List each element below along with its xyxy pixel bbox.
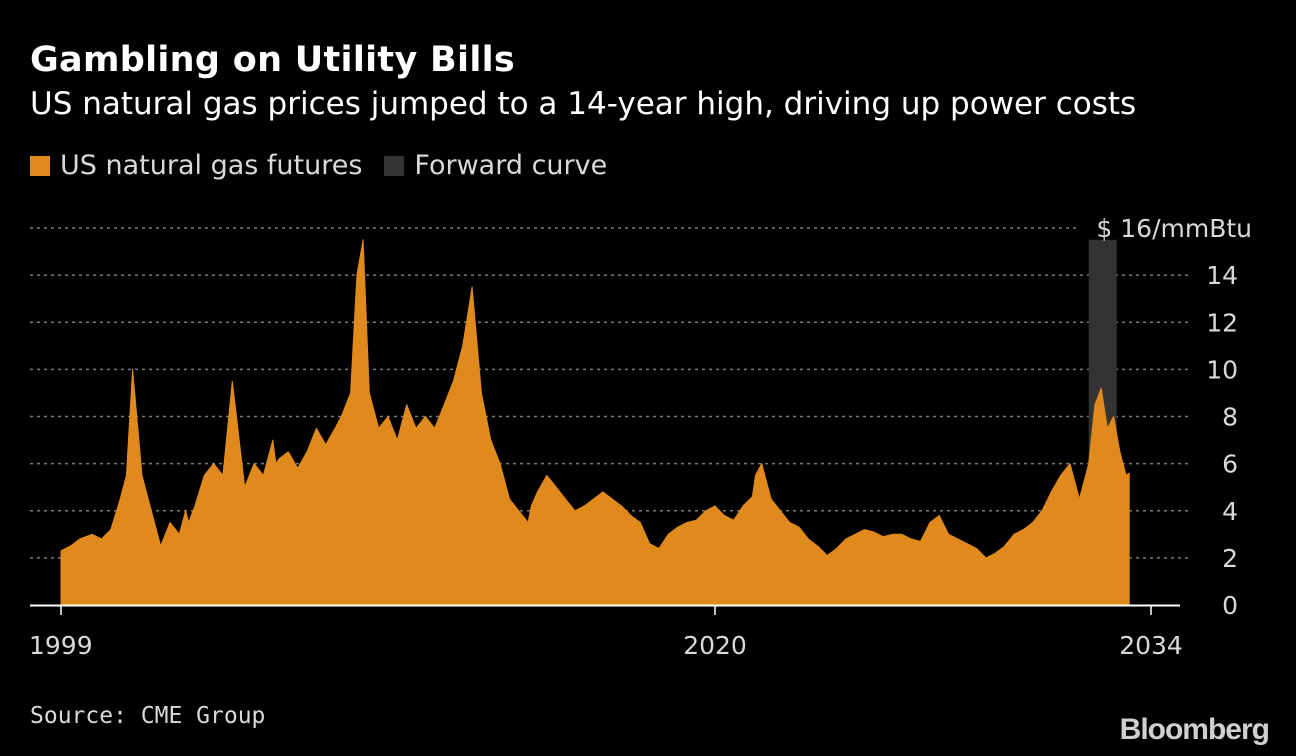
gridlines [30, 227, 1188, 559]
legend-label-futures: US natural gas futures [60, 150, 363, 181]
legend: US natural gas futures Forward curve [30, 150, 629, 181]
y-tick-label-4: 4 [1222, 497, 1238, 526]
y-tick-label-14: 14 [1206, 261, 1238, 290]
legend-item-forward: Forward curve [384, 150, 607, 181]
x-tick-label-2034: 2034 [1119, 631, 1183, 660]
y-tick-label-0: 0 [1222, 591, 1238, 620]
chart-subtitle: US natural gas prices jumped to a 14-yea… [30, 86, 1137, 122]
chart-title: Gambling on Utility Bills [30, 40, 516, 80]
x-tick-label-2020: 2020 [683, 631, 747, 660]
y-tick-label-2: 2 [1222, 544, 1238, 573]
y-tick-label-10: 10 [1206, 355, 1238, 384]
y-tick-label-12: 12 [1206, 308, 1238, 337]
legend-swatch-forward [384, 155, 405, 176]
legend-item-futures: US natural gas futures [30, 150, 362, 181]
axes: 0 2 4 6 8 10 12 14 $ 16/mmBtu 1999 2020 2034 [29, 214, 1252, 660]
futures-area-layer [60, 239, 1130, 606]
bloomberg-logo: Bloomberg [1119, 713, 1270, 746]
futures-area [60, 239, 1130, 606]
y-tick-label-6: 6 [1222, 450, 1238, 479]
legend-label-forward: Forward curve [414, 150, 608, 181]
source-note: Source: CME Group [30, 703, 266, 729]
y-tick-label-8: 8 [1222, 403, 1238, 432]
legend-swatch-futures [30, 155, 50, 176]
x-tick-label-1999: 1999 [29, 631, 93, 660]
y-unit-label: $ 16/mmBtu [1096, 214, 1252, 243]
